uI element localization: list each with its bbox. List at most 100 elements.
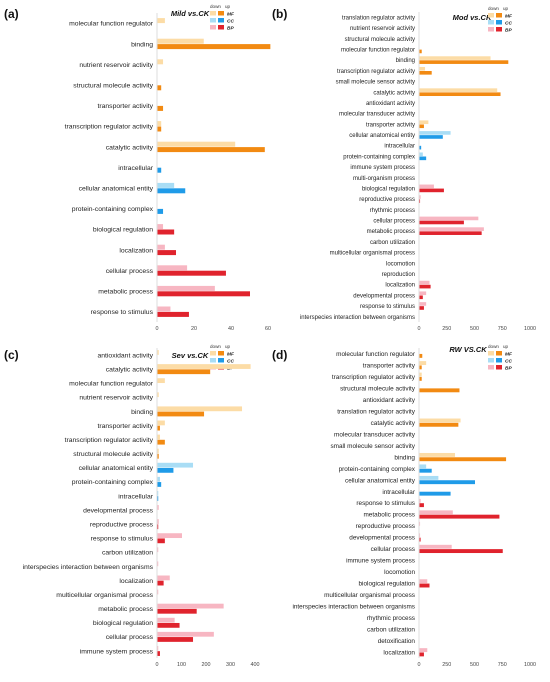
category-label: structural molecule activity — [73, 82, 153, 89]
bar-down — [157, 476, 160, 482]
category-label: interspecies interaction between organis… — [23, 564, 154, 571]
category-label: protein-containing complex — [339, 466, 416, 473]
category-label: cellular anatomical entity — [345, 477, 416, 484]
category-label: carbon utilization — [370, 240, 415, 246]
category-label: translation regulator activity — [337, 408, 416, 415]
legend-swatch-up-bp — [218, 25, 224, 30]
legend-swatch-up-mf — [218, 351, 224, 356]
x-tick-label: 200 — [202, 662, 211, 668]
bar-up — [419, 537, 421, 542]
category-label: carbon utilization — [102, 550, 153, 557]
bar-up — [419, 376, 422, 381]
category-label: biological regulation — [93, 227, 153, 234]
category-label: localization — [383, 649, 415, 656]
x-tick-label: 750 — [498, 662, 507, 668]
legend-entry-cc: CC — [505, 358, 512, 364]
category-label: metabolic process — [98, 606, 153, 613]
legend-swatch-up-bp — [496, 365, 502, 370]
bar-up — [157, 167, 162, 173]
bar-up — [419, 491, 451, 496]
category-label: response to stimulus — [360, 304, 415, 310]
bar-down — [157, 519, 159, 524]
category-label: binding — [396, 58, 415, 64]
bar-down — [419, 56, 491, 60]
category-label: molecular transducer activity — [334, 431, 416, 438]
category-label: intracellular — [118, 493, 153, 500]
bar-down — [419, 120, 429, 125]
bar-down — [157, 561, 159, 567]
bar-down — [419, 88, 498, 92]
bar-down — [157, 350, 159, 355]
bar-down — [419, 418, 461, 423]
category-label: metabolic process — [98, 288, 153, 295]
x-tick-label: 250 — [442, 326, 451, 332]
category-label: small molecule sensor activity — [336, 80, 415, 86]
x-tick-label: 20 — [191, 326, 197, 332]
legend-up-header: up — [225, 4, 231, 9]
x-tick-label: 300 — [226, 662, 235, 668]
legend-down-header: down — [210, 344, 221, 349]
legend-entry-cc: CC — [227, 358, 234, 364]
legend-entry-mf: MF — [505, 13, 513, 19]
legend-entry-bp: BP — [505, 365, 512, 371]
bar-down — [419, 291, 427, 296]
bar-up — [157, 411, 205, 417]
category-label: nutrient reservoir activity — [350, 26, 415, 32]
bar-down — [157, 244, 165, 250]
legend-swatch-down-cc — [488, 20, 494, 25]
bar-down — [419, 510, 453, 515]
legend-down-header: down — [488, 6, 499, 11]
bar-up — [157, 453, 159, 459]
bar-down — [157, 505, 159, 510]
x-tick-label: 750 — [498, 326, 507, 332]
legend-swatch-down-mf — [488, 351, 494, 356]
legend-swatch-down-cc — [210, 18, 216, 23]
bar-up — [419, 49, 422, 54]
bar-up — [419, 284, 431, 289]
category-label: reproductive process — [90, 522, 154, 529]
category-label: nutrient reservoir activity — [79, 62, 153, 69]
category-label: interspecies interaction between organis… — [292, 604, 415, 611]
category-label: binding — [131, 41, 153, 48]
bar-down — [157, 589, 159, 595]
category-label: rhythmic process — [370, 208, 415, 214]
x-tick-label: 1000 — [524, 326, 536, 332]
category-label: transporter activity — [363, 362, 416, 369]
category-label: biological regulation — [359, 581, 416, 588]
category-label: developmental process — [353, 293, 415, 299]
category-label: multicellular organismal process — [324, 592, 415, 599]
bar-down — [419, 464, 427, 469]
category-label: localization — [119, 247, 153, 254]
category-label: locomotion — [386, 261, 415, 267]
legend-entry-cc: CC — [227, 18, 234, 24]
bar-up — [419, 220, 464, 225]
category-label: transporter activity — [97, 423, 153, 430]
chart-title: Mild vs.CK — [171, 9, 210, 18]
category-label: catalytic activity — [373, 90, 415, 96]
bar-down — [157, 59, 164, 65]
bar-up — [419, 92, 501, 97]
bar-down — [419, 475, 439, 480]
category-label: cellular anatomical entity — [79, 185, 154, 192]
legend-swatch-up-mf — [218, 11, 224, 16]
bar-up — [419, 60, 509, 64]
legend-swatch-up-mf — [496, 13, 502, 18]
category-label: molecular function regulator — [341, 48, 415, 54]
legend-swatch-up-cc — [496, 20, 502, 25]
category-label: protein-containing complex — [72, 206, 154, 213]
category-label: multi-organism process — [353, 176, 415, 182]
legend-down-header: down — [210, 4, 221, 9]
category-label: cellular process — [106, 634, 154, 641]
bar-down — [157, 406, 243, 412]
bar-up — [419, 480, 475, 485]
bar-down — [157, 182, 175, 188]
category-label: developmental process — [349, 535, 415, 542]
legend-entry-bp: BP — [227, 25, 234, 31]
chart-title: Mod vs.CK — [453, 13, 492, 22]
bar-up — [419, 156, 427, 161]
bar-up — [157, 147, 265, 153]
category-label: cellular process — [106, 268, 154, 275]
